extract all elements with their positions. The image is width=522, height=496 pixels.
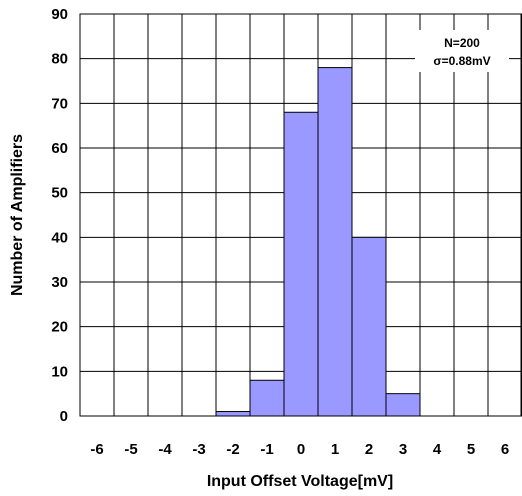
x-tick-label: 6 [501, 441, 509, 458]
x-tick-label: 0 [297, 441, 305, 458]
y-tick-labels: 0 10 20 30 40 50 60 70 80 90 [51, 6, 68, 425]
x-tick-label: -3 [192, 441, 205, 458]
stats-annotation-sigma: σ=0.88mV [433, 54, 490, 68]
bar [317, 67, 353, 417]
x-tick-labels: -6 -5 -4 -3 -2 -1 0 1 2 3 4 5 6 [90, 441, 509, 458]
x-tick-label: -6 [90, 441, 103, 458]
bar [249, 379, 285, 417]
y-tick-label: 10 [51, 363, 68, 380]
y-tick-label: 90 [51, 6, 68, 23]
x-tick-label: 2 [365, 441, 373, 458]
x-tick-label: -5 [124, 441, 137, 458]
x-tick-label: -4 [158, 441, 172, 458]
x-tick-label: -1 [260, 441, 273, 458]
bars [215, 67, 421, 417]
y-tick-label: 50 [51, 185, 68, 202]
y-axis-title: Number of Amplifiers [9, 134, 26, 296]
stats-annotation-n: N=200 [444, 36, 480, 50]
y-tick-label: 30 [51, 274, 68, 291]
bar [385, 393, 421, 417]
bar [351, 236, 387, 417]
y-tick-label: 60 [51, 140, 68, 157]
x-tick-label: 1 [331, 441, 339, 458]
bar [215, 411, 251, 417]
stats-annotation: N=200 σ=0.88mV [415, 30, 509, 72]
y-tick-label: 20 [51, 319, 68, 336]
x-tick-label: 5 [467, 441, 475, 458]
y-tick-label: 0 [60, 408, 68, 425]
x-tick-label: 4 [433, 441, 442, 458]
y-tick-label: 70 [51, 95, 68, 112]
y-tick-label: 40 [51, 229, 68, 246]
bar [283, 111, 319, 417]
y-tick-label: 80 [51, 51, 68, 68]
stats-annotation-box [415, 30, 509, 72]
x-tick-label: 3 [399, 441, 407, 458]
plot-frame [79, 13, 522, 417]
x-axis-title: Input Offset Voltage[mV] [207, 473, 393, 490]
x-tick-label: -2 [226, 441, 239, 458]
